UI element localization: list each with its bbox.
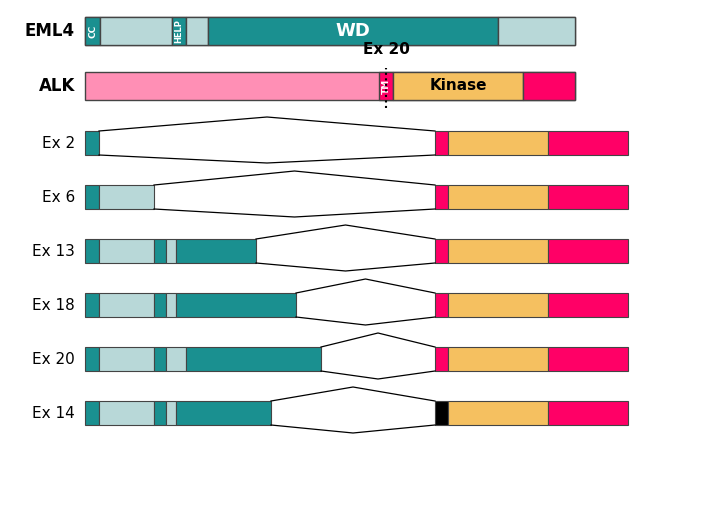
Text: Ex 2: Ex 2 — [42, 135, 75, 151]
Text: Ex 13: Ex 13 — [32, 244, 75, 258]
Bar — [154, 239, 166, 263]
Text: EML4: EML4 — [25, 22, 75, 40]
Bar — [176, 293, 296, 317]
Bar — [548, 347, 628, 371]
Bar — [448, 185, 548, 209]
Bar — [435, 293, 448, 317]
Bar — [99, 347, 154, 371]
Bar — [85, 347, 99, 371]
Text: Ex 20: Ex 20 — [363, 42, 409, 57]
Bar — [166, 401, 176, 425]
Bar — [85, 401, 99, 425]
Text: Kinase: Kinase — [429, 79, 487, 93]
Bar — [85, 293, 99, 317]
Bar — [176, 401, 271, 425]
Bar — [448, 347, 548, 371]
Bar — [172, 17, 186, 45]
Bar — [99, 293, 154, 317]
Bar — [186, 17, 208, 45]
Bar — [176, 239, 256, 263]
Text: TM: TM — [381, 78, 391, 93]
Bar — [208, 17, 498, 45]
Bar — [154, 347, 166, 371]
Bar — [548, 185, 628, 209]
Bar — [85, 131, 99, 155]
Bar — [99, 185, 154, 209]
Bar — [166, 293, 176, 317]
Bar — [85, 239, 99, 263]
Text: ALK: ALK — [39, 77, 75, 95]
Bar — [435, 347, 448, 371]
Text: Ex 20: Ex 20 — [32, 352, 75, 366]
Bar — [393, 72, 523, 100]
Bar — [548, 293, 628, 317]
Bar — [435, 239, 448, 263]
Text: WD: WD — [336, 22, 371, 40]
Bar — [435, 185, 448, 209]
Text: Ex 6: Ex 6 — [41, 190, 75, 205]
Bar — [99, 401, 154, 425]
Bar — [435, 401, 448, 425]
Text: CC: CC — [88, 24, 97, 38]
Bar — [166, 239, 176, 263]
Text: Ex 18: Ex 18 — [32, 298, 75, 312]
Text: Ex 14: Ex 14 — [32, 405, 75, 421]
Bar — [154, 293, 166, 317]
Bar — [379, 72, 393, 100]
Bar — [523, 72, 575, 100]
Bar — [498, 17, 575, 45]
Bar — [448, 239, 548, 263]
Text: HELP: HELP — [174, 19, 183, 43]
Bar — [548, 131, 628, 155]
Bar — [100, 17, 172, 45]
Bar — [99, 239, 154, 263]
Bar — [85, 72, 575, 100]
Bar — [186, 347, 321, 371]
Bar — [85, 17, 575, 45]
Bar — [166, 347, 186, 371]
Bar — [85, 17, 100, 45]
Bar — [85, 185, 99, 209]
Bar — [448, 401, 548, 425]
Bar — [435, 131, 448, 155]
Bar — [448, 131, 548, 155]
Bar — [448, 293, 548, 317]
Bar — [154, 401, 166, 425]
Bar — [548, 239, 628, 263]
Bar — [548, 401, 628, 425]
